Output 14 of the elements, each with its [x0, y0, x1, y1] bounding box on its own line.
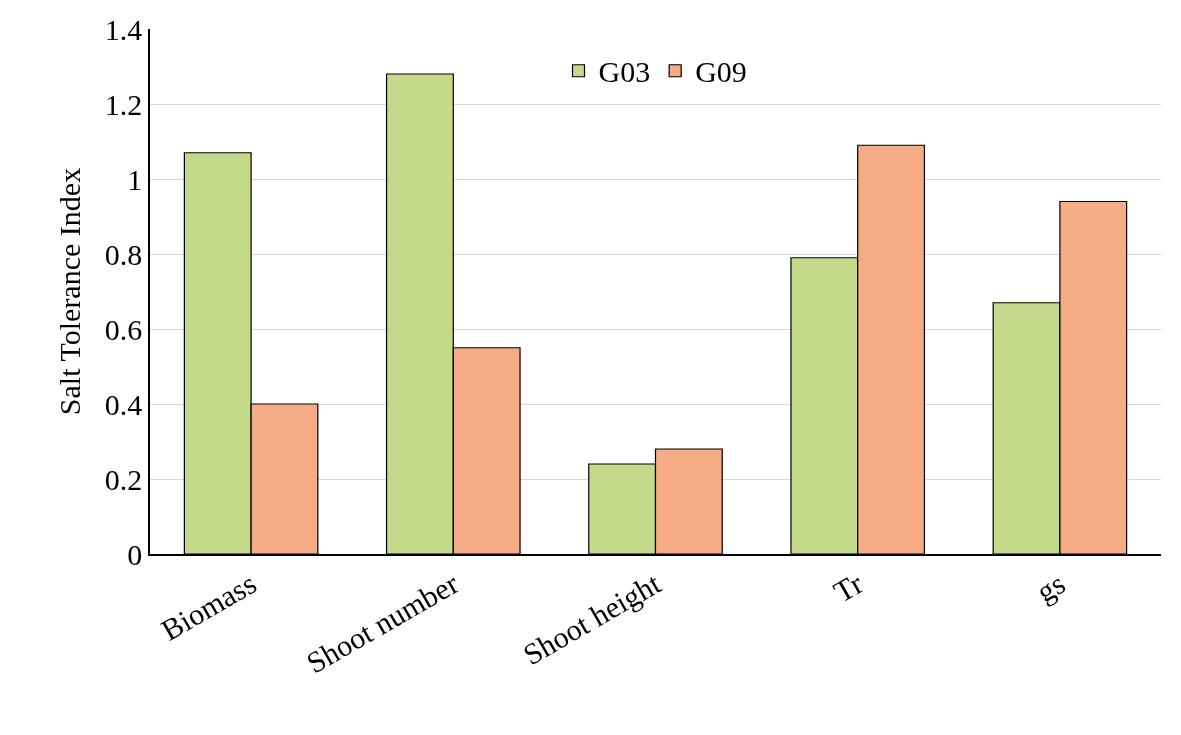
- legend-label: G09: [695, 55, 747, 89]
- legend-label: G03: [598, 55, 651, 89]
- y-axis-title: Salt Tolerance Index: [53, 167, 87, 416]
- y-tick-label: 1.2: [104, 87, 143, 121]
- y-tick-label: 1.4: [104, 12, 143, 46]
- y-tick-label: 0.6: [104, 312, 143, 346]
- y-tick-label: 0: [127, 537, 143, 571]
- x-tick-label: Shoot height: [517, 566, 667, 672]
- y-tick-label: 0.8: [104, 237, 143, 271]
- x-tick-label: Tr: [828, 566, 869, 609]
- x-tick-label: gs: [1030, 566, 1071, 609]
- y-tick-label: 1: [127, 162, 143, 196]
- y-tick-label: 0.4: [104, 387, 143, 421]
- y-tick-label: 0.2: [104, 462, 143, 496]
